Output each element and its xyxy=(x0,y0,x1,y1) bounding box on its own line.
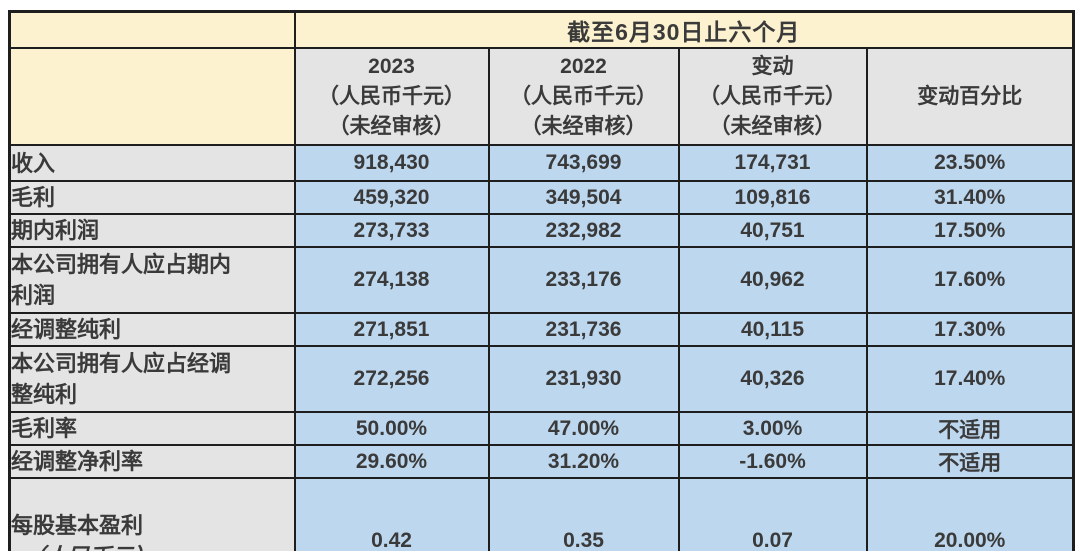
value-change: -1.60% xyxy=(677,444,868,479)
table-row: 每股基本盈利 （人民币元） 0.42 0.35 0.07 20.00% xyxy=(8,477,1075,551)
value-change: 40,962 xyxy=(677,246,868,314)
table-row: 毛利 459,320 349,504 109,816 31.40% xyxy=(8,180,1075,215)
row-label-gross-margin: 毛利率 xyxy=(8,411,296,446)
value-2023: 272,256 xyxy=(293,345,490,413)
value-change-pct: 17.60% xyxy=(865,246,1075,314)
value-change: 40,326 xyxy=(677,345,868,413)
value-change: 40,751 xyxy=(677,213,868,248)
value-2022: 349,504 xyxy=(487,180,680,215)
value-2022: 0.35 xyxy=(487,477,680,551)
column-header-2023: 2023 （人民币千元） （未经审核） xyxy=(293,47,490,146)
table-row: 期内利润 273,733 232,982 40,751 17.50% xyxy=(8,213,1075,248)
value-change: 109,816 xyxy=(677,180,868,215)
row-label-basic-eps-main: 每股基本盈利 xyxy=(11,513,144,538)
value-2023: 459,320 xyxy=(293,180,490,215)
value-change-pct: 不适用 xyxy=(865,411,1075,446)
value-2023: 271,851 xyxy=(293,312,490,347)
value-change: 174,731 xyxy=(677,144,868,182)
table-row: 经调整净利率 29.60% 31.20% -1.60% 不适用 xyxy=(8,444,1075,479)
table-row: 毛利率 50.00% 47.00% 3.00% 不适用 xyxy=(8,411,1075,446)
row-label-owners-period-profit: 本公司拥有人应占期内 利润 xyxy=(8,246,296,314)
row-label-basic-eps-currency: （人民币元） xyxy=(12,541,293,551)
row-label-revenue: 收入 xyxy=(8,144,296,182)
value-2023: 273,733 xyxy=(293,213,490,248)
column-header-change: 变动 （人民币千元） （未经审核） xyxy=(677,47,868,146)
financial-results-table: 截至6月30日止六个月 2023 （人民币千元） （未经审核） 2022 （人民… xyxy=(8,10,1075,551)
row-label-basic-eps: 每股基本盈利 （人民币元） xyxy=(8,477,296,551)
row-label-period-profit: 期内利润 xyxy=(8,213,296,248)
value-2022: 47.00% xyxy=(487,411,680,446)
value-change-pct: 17.30% xyxy=(865,312,1075,347)
value-change-pct: 不适用 xyxy=(865,444,1075,479)
row-label-owners-adjusted-profit: 本公司拥有人应占经调 整纯利 xyxy=(8,345,296,413)
table-row: 经调整纯利 271,851 231,736 40,115 17.30% xyxy=(8,312,1075,347)
row-label-adjusted-net-margin: 经调整净利率 xyxy=(8,444,296,479)
value-change: 3.00% xyxy=(677,411,868,446)
table-row: 本公司拥有人应占经调 整纯利 272,256 231,930 40,326 17… xyxy=(8,345,1075,413)
row-label-gross-profit: 毛利 xyxy=(8,180,296,215)
row-label-adjusted-profit: 经调整纯利 xyxy=(8,312,296,347)
value-change-pct: 20.00% xyxy=(865,477,1075,551)
table-row: 本公司拥有人应占期内 利润 274,138 233,176 40,962 17.… xyxy=(8,246,1075,314)
value-change-pct: 31.40% xyxy=(865,180,1075,215)
value-change: 0.07 xyxy=(677,477,868,551)
corner-cell-top xyxy=(8,10,296,49)
value-change-pct: 17.40% xyxy=(865,345,1075,413)
column-header-change-pct: 变动百分比 xyxy=(865,47,1075,146)
value-2023: 274,138 xyxy=(293,246,490,314)
value-change-pct: 23.50% xyxy=(865,144,1075,182)
table-row: 收入 918,430 743,699 174,731 23.50% xyxy=(8,144,1075,182)
value-2023: 0.42 xyxy=(293,477,490,551)
value-2023: 29.60% xyxy=(293,444,490,479)
column-header-2022: 2022 （人民币千元） （未经审核） xyxy=(487,47,680,146)
value-2023: 50.00% xyxy=(293,411,490,446)
corner-cell-header xyxy=(8,47,296,146)
value-2022: 231,930 xyxy=(487,345,680,413)
value-change: 40,115 xyxy=(677,312,868,347)
value-2022: 743,699 xyxy=(487,144,680,182)
period-header: 截至6月30日止六个月 xyxy=(293,10,1075,49)
value-change-pct: 17.50% xyxy=(865,213,1075,248)
value-2022: 232,982 xyxy=(487,213,680,248)
value-2022: 233,176 xyxy=(487,246,680,314)
value-2022: 231,736 xyxy=(487,312,680,347)
value-2023: 918,430 xyxy=(293,144,490,182)
value-2022: 31.20% xyxy=(487,444,680,479)
